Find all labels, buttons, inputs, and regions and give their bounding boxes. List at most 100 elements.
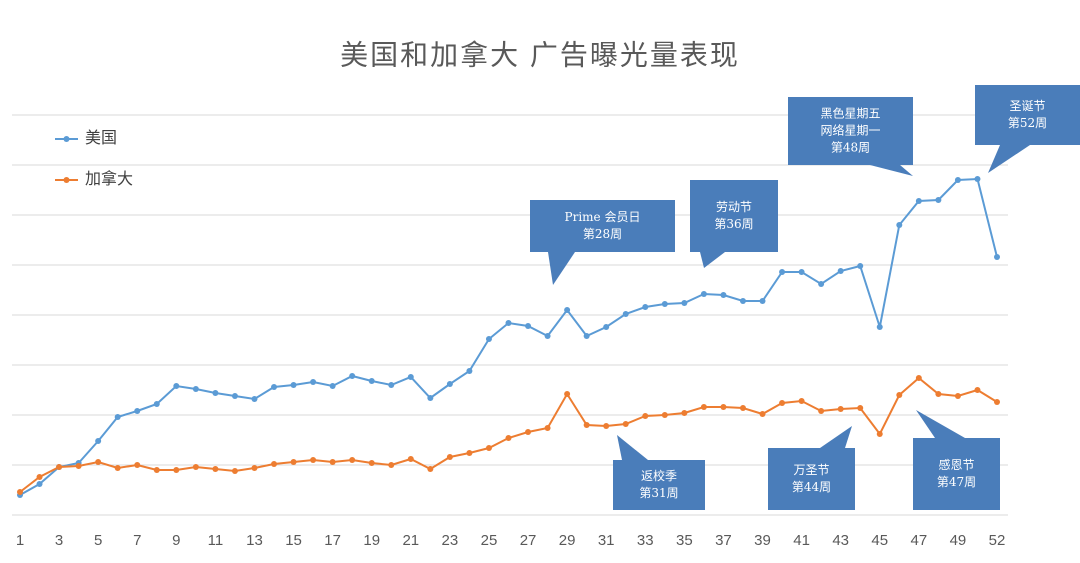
callout-text: 第28周 <box>583 227 622 241</box>
data-point <box>876 324 883 330</box>
callout-tail <box>617 435 648 460</box>
data-point <box>974 387 981 393</box>
data-point <box>700 404 707 410</box>
data-point <box>505 435 512 441</box>
callout-text: 圣诞节 <box>1009 99 1045 113</box>
data-point <box>935 391 942 397</box>
data-point <box>368 460 375 466</box>
data-point <box>994 254 1000 260</box>
data-point <box>290 382 297 388</box>
x-tick-label: 5 <box>94 532 102 549</box>
x-tick-label: 49 <box>950 532 967 549</box>
data-point <box>954 177 961 183</box>
callout-box <box>768 448 855 510</box>
x-tick-label: 52 <box>989 532 1006 549</box>
data-point <box>798 269 805 275</box>
data-point <box>564 391 571 397</box>
data-point <box>876 431 883 437</box>
data-point <box>446 454 453 460</box>
callout-box <box>690 180 778 252</box>
data-point <box>231 468 238 474</box>
data-point <box>466 450 473 456</box>
data-point <box>173 467 180 473</box>
data-point <box>857 405 864 411</box>
x-tick-label: 23 <box>442 532 459 549</box>
data-point <box>720 292 727 298</box>
x-tick-label: 45 <box>871 532 888 549</box>
data-point <box>622 311 629 317</box>
callout-box <box>788 97 913 165</box>
callout-text: 网络星期一 <box>820 123 880 138</box>
data-point <box>329 383 336 389</box>
data-point <box>153 401 160 407</box>
data-point <box>759 411 766 417</box>
data-point <box>642 304 649 310</box>
callout-tail <box>700 252 725 268</box>
callout-tail <box>820 426 852 448</box>
data-point <box>485 336 492 342</box>
data-point <box>349 457 356 463</box>
data-point <box>446 381 453 387</box>
legend-marker <box>63 136 70 142</box>
callout-text: 第48周 <box>831 141 870 155</box>
callout-tail <box>548 252 575 285</box>
data-point <box>622 421 629 427</box>
series-line <box>19 177 998 496</box>
data-point <box>974 176 981 182</box>
data-point <box>173 383 180 389</box>
x-tick-label: 19 <box>363 532 380 549</box>
callout-box <box>975 85 1080 145</box>
data-point <box>779 400 786 406</box>
callout-text: Prime 会员日 <box>565 210 641 224</box>
x-tick-label: 13 <box>246 532 263 549</box>
data-point <box>95 459 102 465</box>
callout-text: 劳动节 <box>716 200 752 214</box>
data-point <box>739 405 746 411</box>
data-point <box>837 268 844 274</box>
x-tick-label: 25 <box>481 532 498 549</box>
x-tick-label: 29 <box>559 532 576 549</box>
data-point <box>192 386 199 392</box>
legend-marker <box>63 177 70 183</box>
data-point <box>36 481 43 487</box>
data-point <box>525 323 532 329</box>
data-point <box>857 263 864 269</box>
data-point <box>212 466 219 472</box>
x-tick-label: 47 <box>910 532 927 549</box>
x-tick-label: 33 <box>637 532 654 549</box>
x-tick-label: 17 <box>324 532 341 549</box>
data-point <box>153 467 160 473</box>
x-tick-label: 43 <box>832 532 849 549</box>
callout-box <box>613 460 705 510</box>
callout-text: 第31周 <box>639 486 678 500</box>
x-tick-label: 15 <box>285 532 302 549</box>
data-point <box>134 462 141 468</box>
data-point <box>56 464 63 470</box>
callout-box <box>530 200 675 252</box>
callout-text: 万圣节 <box>793 463 829 477</box>
x-tick-label: 37 <box>715 532 732 549</box>
data-point <box>915 375 922 381</box>
data-point <box>603 324 610 330</box>
data-point <box>75 463 82 469</box>
data-point <box>368 378 375 384</box>
data-point <box>759 298 766 304</box>
x-tick-label: 35 <box>676 532 693 549</box>
x-tick-label: 21 <box>402 532 419 549</box>
callout-text: 感恩节 <box>938 457 974 472</box>
x-tick-label: 31 <box>598 532 615 549</box>
callout-tail <box>988 145 1030 173</box>
data-point <box>349 373 356 379</box>
legend-label: 美国 <box>85 129 117 147</box>
callout-tail <box>916 410 965 438</box>
data-point <box>544 333 551 339</box>
data-point <box>271 384 278 390</box>
callout-box <box>913 438 1000 510</box>
data-point <box>954 393 961 399</box>
data-point <box>544 425 551 431</box>
x-tick-label: 39 <box>754 532 771 549</box>
x-tick-label: 27 <box>520 532 537 549</box>
